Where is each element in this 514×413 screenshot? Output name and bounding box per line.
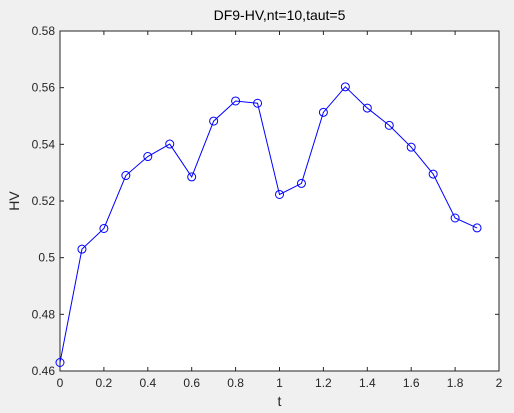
data-point bbox=[77, 244, 87, 254]
data-point bbox=[231, 96, 241, 106]
data-point bbox=[187, 172, 197, 182]
x-tick-label: 1 bbox=[276, 376, 283, 390]
plot-area bbox=[59, 30, 500, 372]
x-tick-label: 1.6 bbox=[403, 376, 420, 390]
y-tick-label: 0.58 bbox=[32, 24, 56, 38]
x-tick-label: 0.4 bbox=[139, 376, 156, 390]
series-line bbox=[59, 86, 478, 363]
data-point bbox=[143, 152, 153, 162]
y-tick-label: 0.54 bbox=[32, 137, 56, 151]
data-point bbox=[406, 142, 416, 152]
x-tick-label: 0.8 bbox=[227, 376, 244, 390]
data-point bbox=[55, 358, 65, 367]
data-point bbox=[99, 223, 109, 233]
chart-title: DF9-HV,nt=10,taut=5 bbox=[214, 7, 346, 23]
y-tick-label: 0.5 bbox=[38, 251, 55, 265]
x-tick-label: 2 bbox=[496, 376, 503, 390]
data-point bbox=[472, 223, 482, 233]
y-tick-label: 0.52 bbox=[32, 194, 56, 208]
data-point bbox=[296, 178, 306, 188]
y-axis: 0.46 0.48 0.5 0.52 0.54 0.56 0.58 bbox=[32, 24, 499, 378]
y-axis-label: HV bbox=[6, 191, 22, 211]
x-tick-label: 1.4 bbox=[359, 376, 376, 390]
y-tick-label: 0.46 bbox=[32, 364, 56, 378]
data-point bbox=[165, 139, 175, 149]
data-point bbox=[450, 213, 460, 223]
data-point bbox=[253, 98, 263, 108]
x-tick-label: 0 bbox=[57, 376, 64, 390]
x-axis-label: t bbox=[278, 393, 282, 409]
y-tick-label: 0.48 bbox=[32, 307, 56, 321]
y-tick-label: 0.56 bbox=[32, 81, 56, 95]
series-layer bbox=[55, 82, 482, 367]
x-tick-label: 0.6 bbox=[183, 376, 200, 390]
data-point bbox=[428, 169, 438, 179]
data-point bbox=[275, 189, 284, 199]
data-point bbox=[318, 107, 328, 117]
data-point bbox=[384, 120, 394, 130]
x-tick-label: 0.2 bbox=[96, 376, 113, 390]
data-point bbox=[340, 82, 350, 92]
x-tick-label: 1.2 bbox=[315, 376, 332, 390]
x-tick-label: 1.8 bbox=[447, 376, 464, 390]
data-point bbox=[121, 171, 131, 180]
data-point bbox=[362, 103, 372, 113]
data-point bbox=[209, 116, 219, 126]
x-axis: 0 0.2 0.4 0.6 0.8 1 1.2 1.4 1.6 1.8 2 bbox=[57, 31, 503, 390]
